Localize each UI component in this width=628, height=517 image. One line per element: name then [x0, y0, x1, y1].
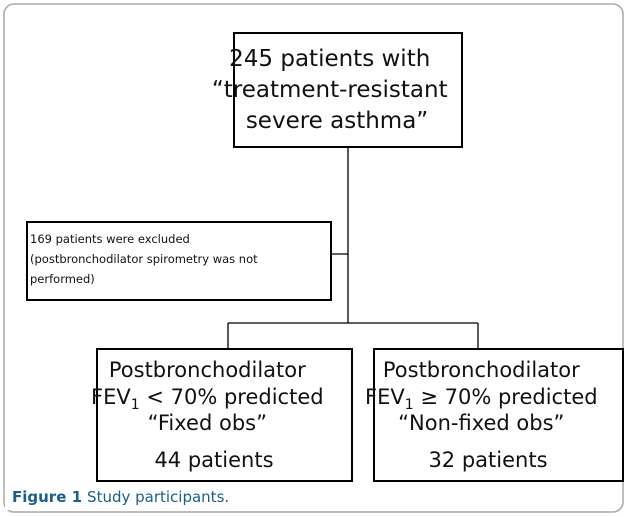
node-box [233, 32, 463, 148]
caption-bg [5, 484, 285, 510]
subscript: 1 [131, 397, 140, 413]
line-part: FEV [365, 385, 405, 409]
caption: Figure 1 Study participants. [12, 488, 229, 506]
node-box [373, 348, 624, 482]
node-box [96, 348, 353, 482]
node-text: 169 patients were excluded (postbronchod… [0, 0, 276, 286]
subscript: 1 [405, 397, 414, 413]
line: “treatment-resistant [212, 77, 448, 103]
line: Postbronchodilator [109, 358, 306, 382]
caption-label: Figure 1 [12, 488, 82, 506]
line-part: < 70% predicted [140, 385, 324, 409]
line: “Non-fixed obs” [398, 411, 564, 435]
line: Postbronchodilator [383, 358, 580, 382]
node-text: Postbronchodilator FEV1 ≥ 70% predicted … [365, 358, 598, 472]
line-part: ≥ 70% predicted [414, 385, 598, 409]
node-text: Postbronchodilator FEV1 < 70% predicted … [91, 358, 324, 472]
line: “Fixed obs” [148, 411, 267, 435]
line: performed) [30, 272, 95, 286]
caption-text: Study participants. [87, 488, 229, 506]
line: 32 patients [428, 448, 547, 472]
line: FEV1 < 70% predicted [91, 385, 324, 413]
line: 44 patients [154, 448, 273, 472]
node-box [26, 221, 332, 301]
line: 169 patients were excluded [30, 232, 190, 246]
line: severe asthma” [246, 108, 428, 134]
line: FEV1 ≥ 70% predicted [365, 385, 598, 413]
line: (postbronchodilator spirometry was not [30, 252, 258, 266]
line-part: FEV [91, 385, 131, 409]
node-text: 245 patients with “treatment-resistant s… [0, 0, 484, 134]
line: 245 patients with [229, 46, 430, 72]
